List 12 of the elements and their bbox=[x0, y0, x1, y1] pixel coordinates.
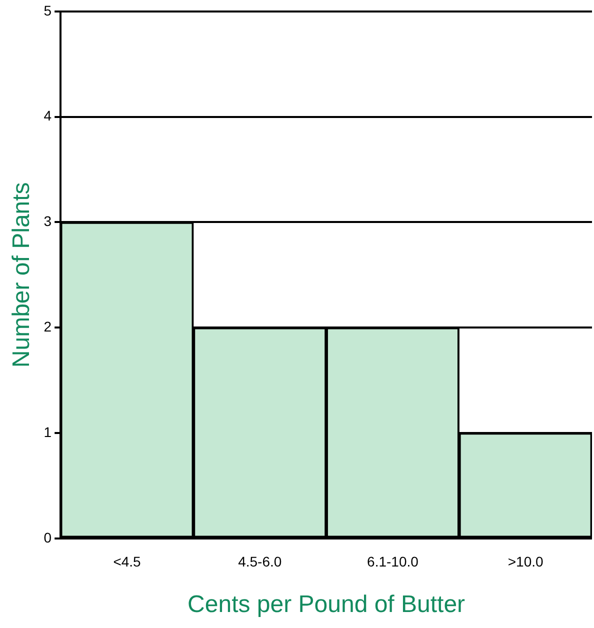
y-tick-label: 3 bbox=[44, 213, 52, 230]
x-tick-label: <4.5 bbox=[113, 554, 142, 570]
x-tick-label: 4.5-6.0 bbox=[238, 554, 282, 570]
y-tick-label: 5 bbox=[44, 2, 52, 18]
y-tick-label: 2 bbox=[44, 318, 52, 334]
x-tick-label: >10.0 bbox=[508, 554, 544, 570]
y-tick-label: 1 bbox=[44, 424, 52, 440]
y-tick-label: 4 bbox=[44, 108, 52, 124]
y-axis-title: Number of Plants bbox=[8, 182, 36, 368]
x-axis-title: Cents per Pound of Butter bbox=[188, 591, 466, 618]
y-tick-label: 0 bbox=[44, 529, 52, 546]
x-tick-label: 6.1-10.0 bbox=[367, 554, 419, 570]
